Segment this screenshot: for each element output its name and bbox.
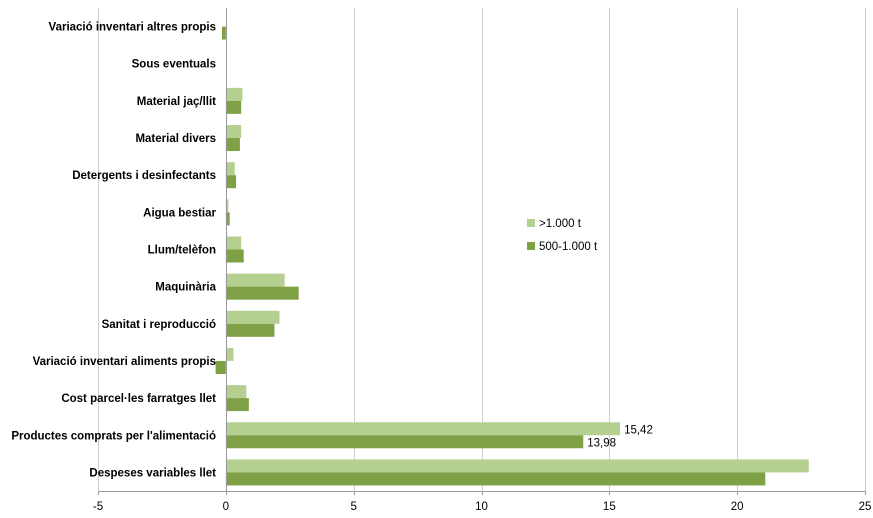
x-tick-label: 20 xyxy=(731,501,744,513)
bar-series-2 xyxy=(225,138,240,152)
bar-series-1 xyxy=(225,87,243,101)
bar-series-1 xyxy=(225,459,809,473)
data-label: 13,98 xyxy=(587,437,616,449)
data-labels: 15,42 13,98 xyxy=(587,424,653,449)
bar-series-1 xyxy=(225,422,621,436)
bar-series-1 xyxy=(225,199,229,213)
bar-series-2 xyxy=(225,249,244,263)
category-label: Material jaç/llit xyxy=(137,96,216,108)
legend-label-series-1: >1.000 t xyxy=(539,218,582,230)
bar-series-2 xyxy=(225,212,230,226)
category-label: Despeses variables llet xyxy=(89,467,216,479)
gridlines xyxy=(98,8,866,491)
bar-series-2 xyxy=(225,435,584,449)
x-tick-labels: -5 0 5 10 15 20 25 xyxy=(93,501,872,513)
category-label: Maquinària xyxy=(155,282,216,294)
category-label: Variació inventari altres propis xyxy=(49,22,216,34)
category-label: Cost parcel·les farratges llet xyxy=(61,393,216,405)
bar-series-2 xyxy=(225,100,242,114)
x-tick-label: 25 xyxy=(859,501,872,513)
bars xyxy=(215,26,809,486)
bar-series-2 xyxy=(221,26,226,40)
x-tick-label: 15 xyxy=(603,501,616,513)
legend-label-series-2: 500-1.000 t xyxy=(539,241,598,253)
x-tick-label: -5 xyxy=(93,501,103,513)
legend-swatch-series-1 xyxy=(527,219,535,227)
axes xyxy=(98,8,866,495)
x-tick-label: 5 xyxy=(350,501,356,513)
bar-series-2 xyxy=(225,323,275,337)
data-label: 15,42 xyxy=(624,424,653,436)
bar-series-2 xyxy=(215,360,226,374)
category-label: Aigua bestiar xyxy=(143,207,216,219)
category-label: Productes comprats per l'alimentació xyxy=(11,430,216,442)
category-label: Material divers xyxy=(135,133,216,145)
category-label: Sanitat i reproducció xyxy=(102,319,216,331)
x-tick-label: 0 xyxy=(223,501,229,513)
bar-series-1 xyxy=(225,347,234,361)
category-labels: Despeses variables llet Productes comprat… xyxy=(11,22,216,480)
category-label: Variació inventari aliments propis xyxy=(33,356,216,368)
x-tick-label: 10 xyxy=(475,501,488,513)
category-label: Sous eventuals xyxy=(132,59,216,71)
bar-series-2 xyxy=(225,398,249,412)
bar-series-1 xyxy=(225,125,242,139)
bar-series-1 xyxy=(225,273,285,287)
bar-series-1 xyxy=(225,385,247,399)
bar-series-2 xyxy=(225,175,237,189)
category-label: Detergents i desinfectants xyxy=(72,170,216,182)
bar-series-2 xyxy=(225,472,766,486)
bar-series-1 xyxy=(225,310,280,324)
category-label: Llum/telèfon xyxy=(148,245,216,257)
bar-series-1 xyxy=(225,162,235,176)
bar-series-1 xyxy=(225,236,242,250)
legend-swatch-series-2 xyxy=(527,242,535,250)
legend: >1.000 t 500-1.000 t xyxy=(527,218,598,253)
bar-series-2 xyxy=(225,286,299,300)
